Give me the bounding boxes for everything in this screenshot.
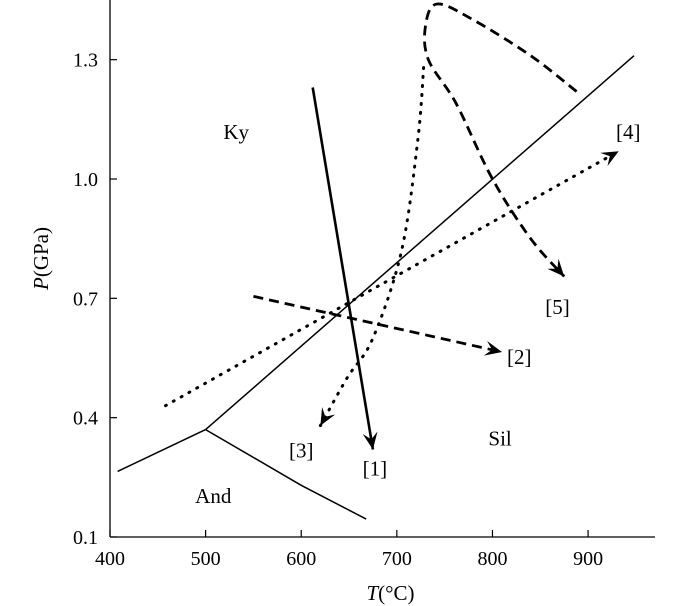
region-label: And [195, 484, 232, 508]
x-tick-label: 900 [573, 548, 603, 570]
pt-path-1 [311, 87, 375, 450]
region-label: Sil [488, 427, 512, 451]
x-axis-title-symbol: T [366, 581, 379, 605]
path-label: [3] [289, 438, 314, 462]
pt-path-3 [318, 66, 426, 428]
x-tick-label: 500 [191, 548, 221, 570]
y-axis-title-unit: (GPa) [29, 227, 53, 277]
pt-path-arrowhead [362, 431, 378, 450]
phase-boundaries [117, 55, 635, 520]
y-tick-label: 1.0 [73, 169, 98, 191]
x-tick-label: 400 [95, 548, 125, 570]
labels: Ky Sil And [1] [2] [3] [4] [5] [195, 120, 640, 508]
boundary-and-ky [117, 428, 206, 473]
region-label: Ky [223, 120, 249, 144]
boundary-ky-sil [205, 55, 635, 431]
pt-paths [164, 2, 621, 450]
path-label: [2] [507, 345, 532, 369]
y-axis-title: P(GPa) [29, 227, 53, 291]
pt-path-arrowhead [320, 407, 336, 426]
path-label: [1] [363, 456, 388, 480]
path-label: [5] [545, 295, 570, 319]
y-tick-label: 0.1 [73, 527, 98, 549]
y-tick-label: 0.7 [73, 288, 98, 310]
y-tick-label: 0.4 [73, 408, 98, 430]
axes [109, 0, 655, 538]
pt-path-5 [423, 2, 578, 278]
pt-path-4 [164, 149, 621, 408]
pt-path-2 [253, 294, 503, 354]
y-tick-label: 1.3 [73, 50, 98, 72]
x-tick-label: 600 [286, 548, 316, 570]
pt-path-arrowhead [483, 341, 502, 356]
x-axis-title: T(°C) [366, 581, 414, 605]
y-axis-title-symbol: P [29, 277, 53, 291]
x-tick-label: 800 [477, 548, 507, 570]
path-label: [4] [616, 120, 641, 144]
pt-path-arrowhead [600, 151, 619, 166]
x-axis-title-unit: (°C) [378, 581, 414, 605]
x-tick-label: 700 [382, 548, 412, 570]
boundary-and-sil [205, 428, 367, 520]
axis-ticks: 400 500 600 700 800 900 0.1 0.4 0.7 1.0 1.3 [73, 50, 603, 570]
pt-path-arrowhead [547, 258, 565, 277]
